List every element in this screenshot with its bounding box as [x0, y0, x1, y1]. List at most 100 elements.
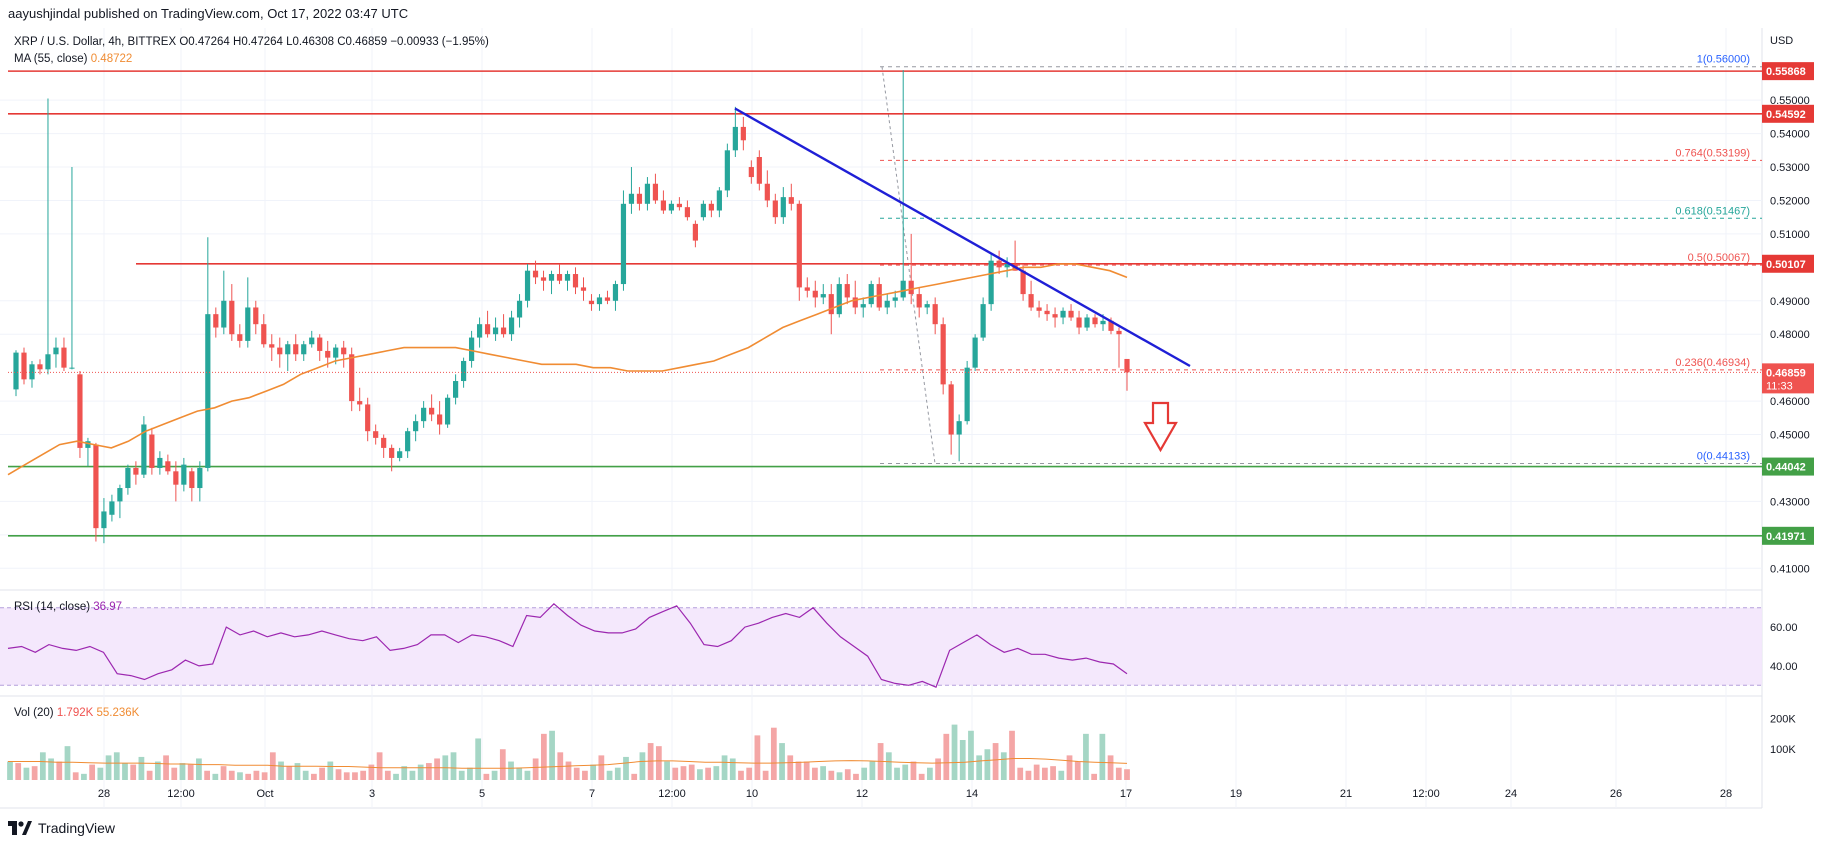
candle-body — [636, 193, 643, 204]
price-axis: USD 0.55000 0.54000 0.53000 0.52000 0.51000 0.… — [1762, 35, 1814, 756]
candle-body — [660, 200, 667, 211]
candle-body — [445, 397, 451, 425]
volume-bar — [516, 767, 523, 780]
x-tick-label: 12:00 — [167, 788, 195, 800]
volume-bar — [64, 746, 71, 780]
candle-body — [1036, 307, 1042, 311]
volume-bar — [220, 766, 227, 780]
volume-bar — [590, 764, 597, 780]
rsi-band — [0, 607, 1762, 686]
candle-body — [437, 414, 443, 425]
candle-body — [684, 207, 690, 218]
volume-bar — [984, 749, 991, 780]
candle-body — [628, 193, 635, 204]
volume-bar — [885, 752, 892, 780]
legend: XRP / U.S. Dollar, 4h, BITTREX O0.47264 … — [14, 36, 489, 719]
volume-bar — [861, 767, 868, 780]
volume-bar — [368, 764, 375, 780]
candle-body — [996, 260, 1002, 268]
candle-body — [301, 344, 307, 355]
volume-bar — [623, 756, 629, 780]
candle-body — [812, 290, 818, 298]
volume-bar — [97, 767, 104, 780]
candle-body — [325, 350, 331, 358]
rsi-tick-label: 40.00 — [1770, 661, 1798, 673]
volume-bar — [401, 766, 408, 780]
candle-body — [317, 337, 323, 351]
candle-body — [245, 307, 251, 341]
candle-body — [1060, 310, 1066, 318]
candle-body — [69, 367, 75, 369]
volume-bar — [212, 773, 219, 780]
candle-body — [181, 464, 187, 485]
candle-body — [828, 294, 834, 315]
candle-body — [341, 347, 347, 355]
volume-bar — [179, 763, 186, 780]
volume-bar — [524, 770, 531, 780]
volume-bar — [81, 773, 87, 780]
candle-body — [740, 126, 746, 141]
candle-body — [908, 280, 914, 295]
candle-body — [564, 274, 571, 281]
candle-body — [532, 270, 539, 278]
volume-bar — [787, 755, 794, 780]
candle-body — [149, 434, 155, 468]
x-tick-label: 7 — [589, 788, 595, 800]
volume-bar — [894, 767, 900, 780]
candle-body — [820, 294, 826, 298]
volume-bar — [56, 761, 63, 780]
annotations — [1143, 401, 1178, 453]
candle-body — [612, 284, 619, 301]
level-badge-label: 0.41971 — [1766, 531, 1806, 543]
volume-bar — [475, 738, 482, 780]
volume-bar — [614, 767, 621, 780]
candle-body — [205, 314, 211, 468]
fib-level-label: 0.764(0.53199) — [1675, 147, 1750, 159]
volume-bar — [935, 758, 941, 780]
x-tick-label: 3 — [369, 788, 375, 800]
time-axis: 28 12:00 Oct 3 5 7 12:00 10 12 14 17 19 21 12:00 24 26 2… — [98, 788, 1732, 800]
volume-bar — [1058, 770, 1065, 780]
volume-bar — [393, 773, 399, 780]
candle-body — [676, 203, 683, 208]
volume-bar — [927, 767, 933, 780]
x-tick-label: 17 — [1120, 788, 1132, 800]
volume-bar — [1074, 761, 1081, 780]
horizontal-levels — [8, 70, 1762, 537]
volume-bar — [705, 767, 711, 780]
volume-bar — [1115, 767, 1122, 780]
volume-bar — [72, 772, 79, 780]
volume-bar — [417, 764, 424, 780]
tradingview-brand: TradingView — [38, 820, 116, 836]
volume-bar — [196, 758, 202, 780]
candle-body — [333, 347, 339, 358]
volume-bar — [360, 770, 367, 780]
candle-body — [213, 314, 219, 328]
volume-bar — [1009, 730, 1015, 780]
volume-bar — [738, 770, 744, 780]
volume-bar — [746, 767, 753, 780]
volume-bar — [582, 770, 588, 780]
candle-body — [349, 354, 355, 402]
volume-bar — [163, 755, 169, 780]
volume-bar — [606, 770, 613, 780]
volume-bar — [1083, 733, 1089, 780]
moving-average — [7, 263, 1762, 476]
price-tick-label: 0.51000 — [1770, 229, 1810, 241]
volume-bar — [409, 770, 416, 780]
volume-bar — [286, 766, 293, 780]
candle-body — [13, 352, 19, 390]
candlesticks — [13, 70, 1130, 544]
volume-bar — [154, 761, 161, 780]
candle-body — [516, 300, 523, 318]
x-tick-label: 21 — [1340, 788, 1352, 800]
candle-body — [269, 344, 275, 348]
volume-bar — [319, 767, 325, 780]
volume-bar — [187, 764, 194, 780]
candle-body — [229, 300, 235, 335]
candle-body — [277, 347, 283, 355]
volume-bar — [105, 755, 112, 780]
candle-body — [365, 404, 371, 432]
candle-body — [972, 337, 978, 368]
